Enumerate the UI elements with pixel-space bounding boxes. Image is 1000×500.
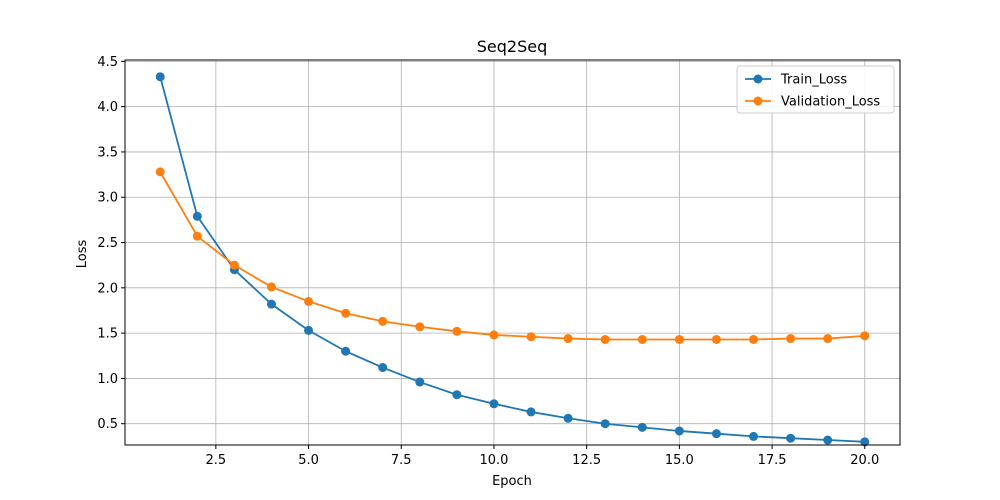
x-tick-label: 7.5 [391,453,412,468]
y-tick-label: 3.5 [97,145,118,160]
train-loss-point [526,407,536,417]
validation-loss-point [489,330,499,340]
x-axis-label: Epoch [492,474,532,489]
legend-box [736,65,895,114]
train-loss-point [192,211,202,221]
train-loss-point [563,413,573,423]
x-tick-label: 20.0 [850,453,879,468]
y-axis-label: Loss [75,240,90,269]
validation-loss-point [600,334,610,344]
validation-loss-point [378,316,388,326]
train-loss-point [304,325,314,335]
train-loss-point [452,390,462,400]
train-loss-point [378,363,388,373]
validation-loss-point [155,167,165,177]
y-tick-label: 0.5 [97,417,118,432]
x-tick-label: 12.5 [572,453,601,468]
train-loss-line [159,76,865,443]
validation-loss-point [711,334,721,344]
validation-loss-point [823,334,833,344]
validation-loss-point [526,332,536,342]
y-tick-label: 4.0 [97,100,118,115]
validation-loss-point [229,260,239,270]
plot-frame [124,59,901,446]
y-tick-label: 2.0 [97,281,118,296]
x-tick-label: 10.0 [479,453,508,468]
x-tick-label: 15.0 [665,453,694,468]
chart-title: Seq2Seq [477,37,548,56]
train-loss-point [860,437,870,447]
validation-loss-point [415,322,425,332]
train-loss-point [341,346,351,356]
validation-loss-point [452,326,462,336]
train-loss-legend-marker [753,74,763,84]
train-loss-point [786,433,796,443]
train-loss-point [489,399,499,409]
train-loss-point [711,429,721,439]
x-tick-label: 5.0 [298,453,319,468]
validation-loss-point [192,231,202,241]
validation-loss-point [563,334,573,344]
validation-loss-point [304,296,314,306]
validation-loss-point [749,334,759,344]
y-tick-label: 2.5 [97,236,118,251]
y-tick-label: 3.0 [97,191,118,206]
validation-loss-point [674,334,684,344]
train-loss-point [749,431,759,441]
train-loss-point [637,422,647,432]
x-tick-label: 17.5 [758,453,787,468]
validation-loss-line [159,171,865,341]
validation-loss-point [266,282,276,292]
train-loss-point [600,419,610,429]
legend: Train_Loss Validation_Loss [736,65,895,114]
validation-loss-point [637,334,647,344]
tick-layer: 2.5 5.0 7.5 10.0 12.5 15.0 17.5 20.0 0.5 1.0 1.5 2.… [97,55,879,468]
grid-lines [125,60,900,445]
train-loss-point [823,435,833,445]
train-loss-legend-label: Train_Loss [780,73,847,88]
validation-loss-point [341,308,351,318]
y-tick-label: 1.5 [97,327,118,342]
train-loss-point [155,72,165,82]
y-tick-label: 4.5 [97,55,118,70]
validation-loss-legend-marker [753,96,763,106]
train-loss-point [674,426,684,436]
validation-loss-point [786,334,796,344]
validation-loss-point [860,331,870,341]
y-tick-label: 1.0 [97,372,118,387]
x-tick-label: 2.5 [206,453,227,468]
series-layer [155,72,870,447]
train-loss-point [415,377,425,387]
validation-loss-legend-label: Validation_Loss [781,95,880,110]
train-loss-point [266,299,276,309]
